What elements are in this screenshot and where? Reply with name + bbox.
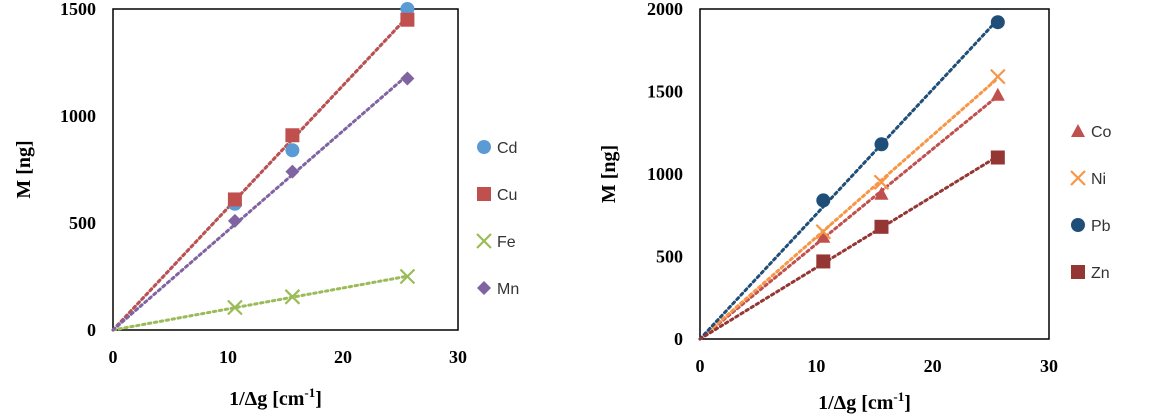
legend-marker bbox=[476, 233, 492, 249]
data-point bbox=[285, 128, 300, 143]
data-point bbox=[873, 174, 890, 191]
x-tick-label: 0 bbox=[696, 356, 705, 376]
x-tick-label: 20 bbox=[924, 356, 942, 376]
data-point bbox=[990, 87, 1005, 101]
y-axis-title: M [ng] bbox=[598, 145, 620, 203]
trendline-fe bbox=[111, 274, 409, 332]
y-axis-title: M [ng] bbox=[13, 140, 35, 198]
x-tick-label: 0 bbox=[109, 347, 118, 367]
y-tick-label: 1000 bbox=[60, 106, 96, 126]
series-ni bbox=[815, 68, 1006, 240]
legend-item-pb: Pb bbox=[1071, 218, 1111, 235]
x-tick-label: 10 bbox=[219, 347, 237, 367]
series-fe bbox=[227, 268, 416, 316]
x-axis-title: 1/Δg [cm-1] bbox=[818, 389, 911, 414]
legend-label: Co bbox=[1091, 124, 1112, 141]
data-point bbox=[990, 68, 1006, 85]
legend-marker bbox=[477, 140, 491, 154]
chart-2: 0 500 1000 1500 2000 0 10 20 30 M [ng] 1/Δg [cm-1]… bbox=[598, 0, 1112, 414]
trendline-mn bbox=[111, 73, 409, 332]
y-tick-label: 500 bbox=[656, 247, 683, 267]
y-tick-label: 1500 bbox=[60, 0, 96, 19]
legend-item-co: Co bbox=[1071, 124, 1112, 141]
legend-label: Zn bbox=[1091, 265, 1110, 282]
plot-area-frame bbox=[112, 8, 459, 331]
data-point bbox=[400, 2, 415, 16]
legend-label: Cu bbox=[497, 187, 517, 204]
data-point bbox=[400, 12, 415, 27]
data-point bbox=[816, 193, 831, 208]
data-point bbox=[990, 150, 1005, 165]
data-point bbox=[874, 219, 889, 234]
y-tick-label: 500 bbox=[69, 213, 96, 233]
legend-marker bbox=[1071, 124, 1085, 137]
plot-area-frame bbox=[699, 8, 1050, 340]
series-zn bbox=[816, 150, 1005, 269]
y-tick-label: 0 bbox=[87, 320, 96, 340]
data-point bbox=[874, 186, 889, 200]
data-point bbox=[816, 254, 831, 269]
data-point bbox=[284, 289, 301, 305]
trendline-co bbox=[698, 94, 1000, 341]
data-point bbox=[227, 192, 242, 207]
data-point bbox=[227, 299, 243, 316]
legend-marker bbox=[477, 187, 491, 201]
legend-item-cu: Cu bbox=[477, 187, 517, 204]
data-point bbox=[400, 71, 415, 86]
y-tick-label: 1000 bbox=[647, 164, 683, 184]
legend-marker bbox=[1070, 170, 1086, 186]
series-mn bbox=[227, 71, 415, 228]
x-tick-label: 30 bbox=[1040, 356, 1058, 376]
x-tick-label: 30 bbox=[449, 347, 467, 367]
series-cu bbox=[227, 12, 415, 207]
data-point bbox=[227, 213, 242, 228]
legend-label: Fe bbox=[497, 234, 516, 251]
chart-1: 0 500 1000 1500 0 10 20 30 M [ng] 1/Δg [cm-1] Cd Cu… bbox=[13, 0, 519, 410]
trendline-ni bbox=[698, 76, 1000, 341]
legend-marker bbox=[477, 281, 491, 295]
legend-label: Ni bbox=[1091, 171, 1106, 188]
data-point bbox=[874, 137, 889, 152]
trendline-zn bbox=[698, 154, 1000, 341]
legend-item-ni: Ni bbox=[1070, 170, 1106, 188]
legend-item-mn: Mn bbox=[477, 281, 519, 298]
legend-marker bbox=[1071, 265, 1085, 279]
x-tick-label: 20 bbox=[334, 347, 352, 367]
data-point bbox=[285, 143, 300, 158]
trendline-cu bbox=[111, 15, 409, 332]
x-tick-label: 10 bbox=[807, 356, 825, 376]
data-point bbox=[285, 164, 300, 179]
y-tick-label: 1500 bbox=[647, 82, 683, 102]
y-tick-label: 2000 bbox=[647, 0, 683, 19]
legend-label: Mn bbox=[497, 281, 519, 298]
x-axis-title: 1/Δg [cm-1] bbox=[229, 385, 322, 410]
legend-label: Pb bbox=[1091, 218, 1111, 235]
series-pb bbox=[816, 15, 1005, 208]
data-point bbox=[990, 15, 1005, 30]
legend-label: Cd bbox=[497, 140, 517, 157]
data-point bbox=[816, 229, 831, 243]
y-tick-label: 0 bbox=[674, 329, 683, 349]
legend-item-fe: Fe bbox=[476, 233, 516, 251]
data-point bbox=[815, 223, 832, 240]
data-point bbox=[399, 268, 416, 285]
trendline-pb bbox=[698, 18, 1000, 341]
legend-item-zn: Zn bbox=[1071, 265, 1110, 282]
legend-item-cd: Cd bbox=[477, 140, 517, 157]
series-co bbox=[816, 87, 1005, 243]
legend-marker bbox=[1071, 218, 1085, 232]
